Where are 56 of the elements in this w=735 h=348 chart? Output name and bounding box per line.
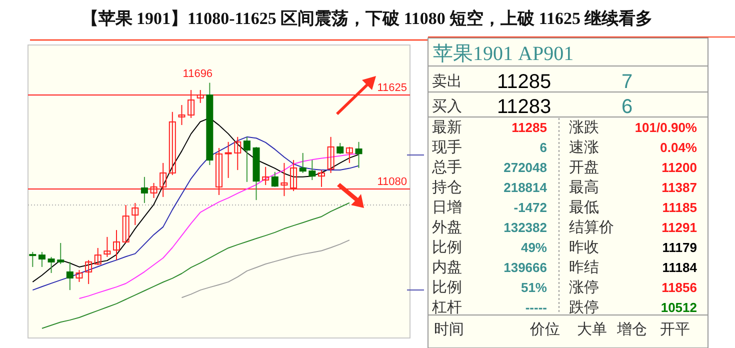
text: 最新: [432, 119, 462, 136]
text: 开平: [660, 321, 690, 338]
text: 101/0.90%: [634, 120, 698, 135]
text: 涨停: [569, 279, 599, 296]
text: 11184: [662, 260, 698, 275]
text: 开盘: [569, 159, 599, 176]
text: 51%: [520, 280, 548, 295]
text: 比例: [432, 279, 462, 296]
chart-title: 【苹果 1901】11080-11625 区间震荡，下破 11080 短空，上破 11625 继续看多: [81, 9, 653, 28]
text: 11179: [662, 240, 697, 255]
text: 总手: [431, 159, 462, 176]
text: 昨收: [569, 239, 599, 256]
text: 11185: [662, 200, 697, 215]
text: 11285: [512, 120, 547, 135]
text: 11285: [497, 71, 552, 93]
ref-line-label: 11080: [377, 176, 407, 188]
text: 49%: [520, 240, 548, 255]
text: 11283: [497, 96, 552, 118]
text: 最高: [569, 179, 599, 196]
text: 昨结: [569, 259, 599, 276]
text: 11291: [662, 220, 697, 235]
text: 272048: [504, 160, 547, 175]
text: 日增: [432, 199, 462, 216]
text: 132382: [504, 220, 547, 235]
text: -----: [525, 300, 547, 315]
text: 6: [540, 140, 547, 155]
text: 最低: [569, 199, 599, 216]
text: 10512: [660, 300, 697, 315]
text: 跌停: [569, 299, 599, 316]
text: 结算价: [569, 219, 614, 236]
text: 11200: [662, 160, 697, 175]
text: 7: [621, 71, 633, 93]
text: 大单: [577, 321, 607, 338]
text: 买入: [432, 98, 462, 115]
text: 139666: [504, 260, 547, 275]
text: 内盘: [432, 259, 462, 276]
text: 卖出: [432, 73, 462, 90]
text: 0.04%: [660, 140, 698, 155]
annotation: 11696: [182, 68, 213, 80]
ref-line-label: 11625: [377, 82, 407, 94]
text: 比例: [432, 239, 462, 256]
text: 外盘: [432, 219, 462, 236]
text: 杠杆: [431, 299, 462, 316]
text: 价位: [529, 321, 560, 338]
text: 现手: [432, 139, 462, 156]
text: 11387: [662, 180, 697, 195]
text: 苹果1901 AP901: [433, 43, 574, 65]
text: 11856: [662, 280, 697, 295]
text: 6: [621, 96, 633, 118]
text: 涨跌: [569, 119, 599, 136]
text: 持仓: [432, 179, 462, 196]
text: -1472: [514, 200, 547, 215]
text: 速涨: [569, 139, 599, 156]
text: 时间: [434, 321, 464, 338]
text: 218814: [504, 180, 548, 195]
text: 增仓: [616, 321, 647, 338]
